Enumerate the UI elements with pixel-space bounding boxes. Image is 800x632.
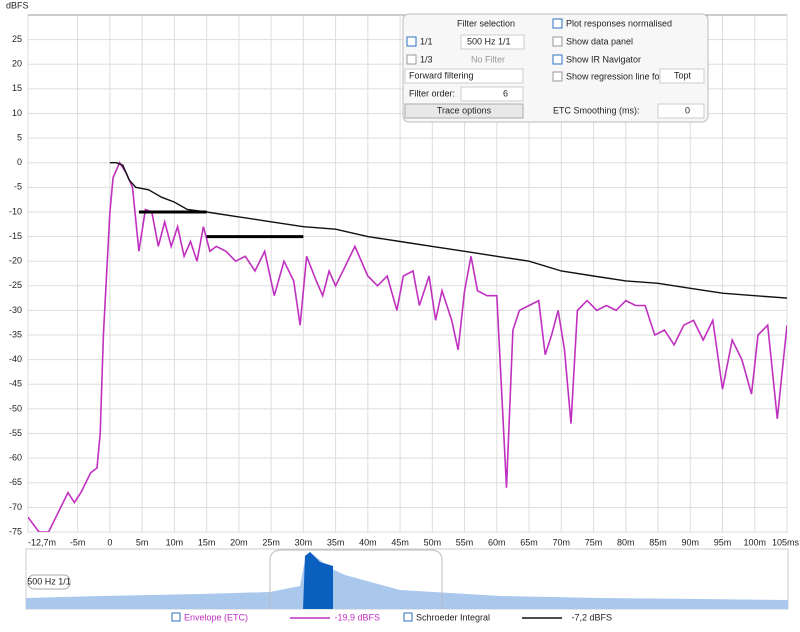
checkbox[interactable] [406, 36, 417, 47]
y-tick-label: -30 [9, 305, 22, 315]
x-tick-label: 95m [714, 537, 732, 547]
button[interactable] [404, 103, 524, 119]
label: Filter selection [457, 18, 515, 28]
label: Forward filtering [409, 70, 474, 80]
x-tick-label: 70m [553, 537, 571, 547]
legend-value: -19,9 dBFS [334, 612, 380, 622]
x-tick-label: 5m [136, 537, 149, 547]
y-tick-label: -75 [9, 526, 22, 536]
legend-label: Envelope (ETC) [184, 612, 248, 622]
legend-checkbox[interactable] [171, 612, 181, 622]
y-tick-label: -10 [9, 206, 22, 216]
series-line [109, 162, 787, 299]
label: Show regression line for: [566, 71, 665, 81]
x-tick-label: 25m [262, 537, 280, 547]
x-tick-label: 45m [391, 537, 409, 547]
x-tick-label: 20m [230, 537, 248, 547]
spinner[interactable] [657, 103, 705, 119]
x-tick-label: 90m [682, 537, 700, 547]
y-tick-label: -45 [9, 379, 22, 389]
y-tick-label: 20 [12, 59, 22, 69]
x-tick-label: 105ms [772, 537, 800, 547]
label: Topt [674, 70, 692, 80]
navigator-histogram [26, 552, 788, 609]
dropdown[interactable] [404, 68, 524, 84]
checkbox[interactable] [552, 36, 563, 47]
x-tick-label: 35m [327, 537, 345, 547]
legend-checkbox[interactable] [403, 612, 413, 622]
label: Plot responses normalised [566, 18, 672, 28]
dropdown[interactable] [460, 34, 525, 50]
y-tick-label: -20 [9, 256, 22, 266]
x-tick-label: 0 [107, 537, 112, 547]
y-tick-label: -70 [9, 502, 22, 512]
x-tick-label: 60m [488, 537, 506, 547]
dropdown[interactable] [460, 86, 524, 102]
checkbox[interactable] [406, 54, 417, 65]
label: 1/3 [420, 54, 433, 64]
y-tick-label: -65 [9, 477, 22, 487]
checkbox[interactable] [552, 18, 563, 29]
y-tick-label: -35 [9, 329, 22, 339]
y-tick-label: -60 [9, 453, 22, 463]
control-panel: Filter selection 1/1 500 Hz 1/1 1/3 No F… [402, 13, 709, 123]
label: Show IR Navigator [566, 54, 641, 64]
y-tick-label: -25 [9, 280, 22, 290]
y-tick-label: -5 [14, 182, 22, 192]
navigator-window[interactable] [269, 549, 443, 609]
checkbox[interactable] [552, 54, 563, 65]
x-tick-label: 85m [649, 537, 667, 547]
label: Trace options [437, 105, 492, 115]
y-tick-label: -40 [9, 354, 22, 364]
y-tick-label: 5 [17, 132, 22, 142]
x-tick-label: -5m [70, 537, 86, 547]
x-tick-label: 15m [198, 537, 216, 547]
label: No Filter [471, 54, 505, 64]
x-tick-label: 100m [743, 537, 766, 547]
navigator-label-bg [27, 574, 71, 590]
y-tick-label: 15 [12, 83, 22, 93]
y-tick-label: -15 [9, 231, 22, 241]
series-line [28, 161, 787, 532]
x-tick-label: 40m [359, 537, 377, 547]
label: 1/1 [420, 36, 433, 46]
x-tick-label: 10m [166, 537, 184, 547]
label: ETC Smoothing (ms): [553, 105, 640, 115]
navigator-label: 500 Hz 1/1 [27, 576, 71, 586]
x-tick-label: 75m [585, 537, 603, 547]
y-tick-label: 10 [12, 108, 22, 118]
x-tick-label: -12,7m [28, 537, 56, 547]
x-tick-label: 50m [424, 537, 442, 547]
navigator-selection [303, 552, 333, 609]
y-tick-label: -50 [9, 403, 22, 413]
label: Show data panel [566, 36, 633, 46]
navigator: 500 Hz 1/1 [25, 548, 789, 610]
y-axis-label: dBFS [6, 0, 29, 10]
x-tick-label: 65m [520, 537, 538, 547]
checkbox[interactable] [552, 71, 563, 82]
x-tick-label: 55m [456, 537, 474, 547]
x-tick-label: 30m [295, 537, 313, 547]
dropdown[interactable] [659, 68, 705, 84]
y-tick-label: 0 [17, 157, 22, 167]
y-tick-label: -55 [9, 428, 22, 438]
label: 0 [685, 105, 690, 115]
y-tick-label: 25 [12, 34, 22, 44]
label: 6 [503, 88, 508, 98]
legend-value: -7,2 dBFS [571, 612, 612, 622]
legend-label: Schroeder Integral [416, 612, 490, 622]
x-tick-label: 80m [617, 537, 635, 547]
label: 500 Hz 1/1 [467, 36, 511, 46]
label: Filter order: [409, 88, 455, 98]
